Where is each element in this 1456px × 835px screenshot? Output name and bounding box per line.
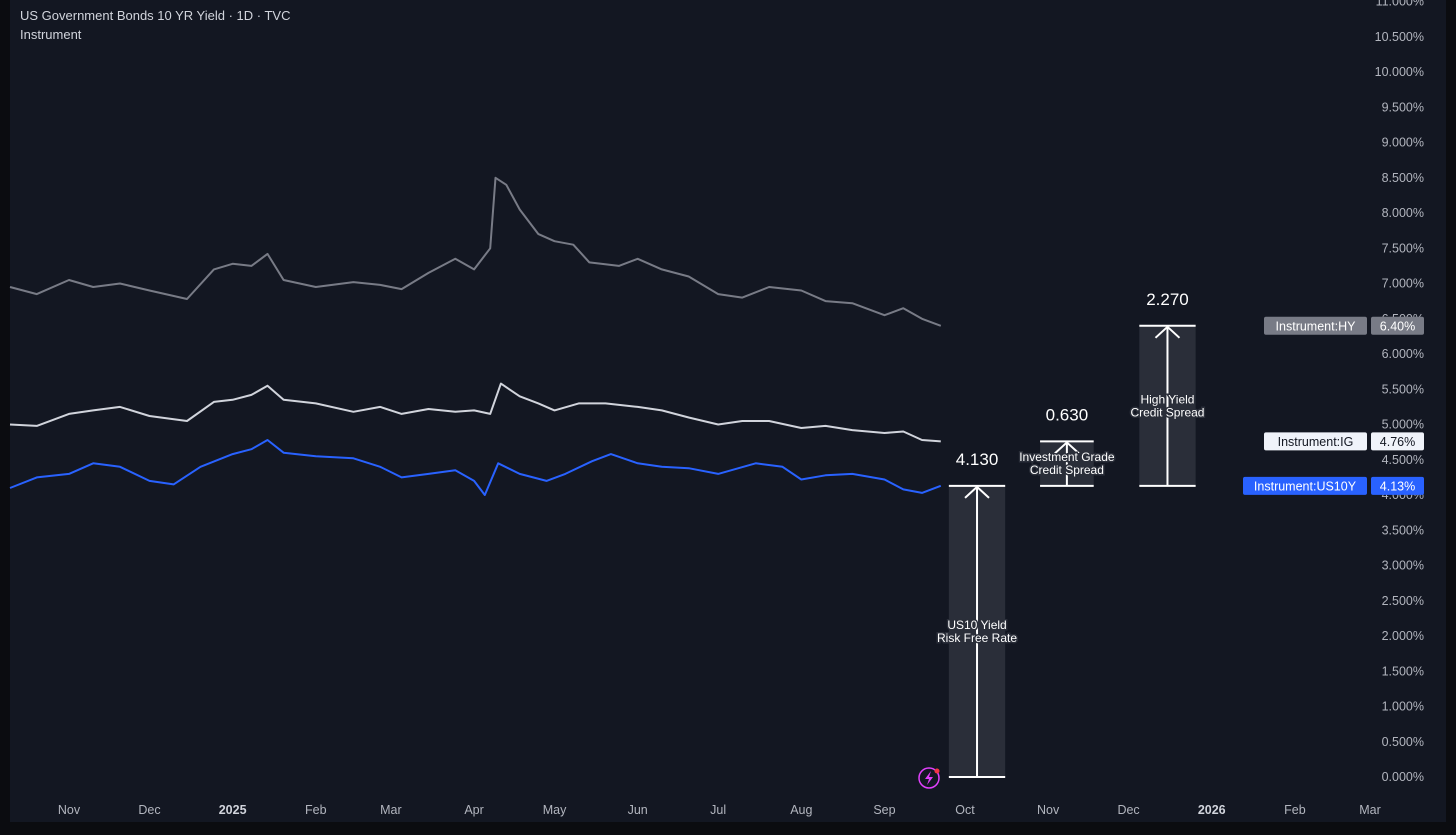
badge-name: Instrument:US10Y	[1254, 479, 1357, 493]
y-tick-label: 0.500%	[1382, 735, 1424, 749]
lightning-icon[interactable]	[918, 767, 940, 789]
badge-value: 4.13%	[1380, 479, 1415, 493]
y-tick-label: 11.000%	[1376, 0, 1424, 9]
badge-name-bg	[1264, 432, 1367, 451]
y-tick-label: 10.000%	[1375, 65, 1424, 79]
badge-ig: Instrument:IG 4.76%	[1264, 432, 1424, 451]
badge-value-bg	[1371, 316, 1424, 335]
x-tick-label: Jul	[710, 803, 726, 817]
y-tick-label: 10.500%	[1375, 30, 1424, 44]
x-tick-label: Aug	[790, 803, 812, 817]
y-tick-label: 3.000%	[1382, 559, 1424, 573]
series-line-ig[interactable]	[9, 382, 941, 443]
x-tick-label: Nov	[1037, 803, 1060, 817]
plot-background	[10, 0, 1446, 822]
badge-name-bg	[1243, 476, 1367, 495]
spread-bar-caption: Risk Free Rate	[937, 631, 1017, 645]
x-tick-label: Feb	[305, 803, 327, 817]
spread-bar-caption: Credit Spread	[1030, 463, 1104, 477]
y-tick-label: 5.000%	[1382, 418, 1424, 432]
y-tick-label: 0.000%	[1382, 770, 1424, 784]
chart-title: US Government Bonds 10 YR Yield · 1D · T…	[20, 8, 290, 23]
badge-value: 4.76%	[1380, 435, 1415, 449]
y-tick-label: 6.000%	[1382, 347, 1424, 361]
x-tick-label: Dec	[138, 803, 160, 817]
x-tick-label: May	[543, 803, 567, 817]
x-tick-label: 2025	[219, 803, 247, 817]
y-tick-label: 1.500%	[1382, 664, 1424, 678]
y-tick-label: 7.500%	[1382, 241, 1424, 255]
spread-bar-arrow-head	[964, 485, 990, 499]
series-layer	[9, 176, 942, 496]
spread-bar-caption: US10 Yield	[947, 618, 1006, 632]
x-tick-label: Oct	[955, 803, 975, 817]
badge-value-bg	[1371, 432, 1424, 451]
x-tick-label: Dec	[1117, 803, 1139, 817]
badge-name: Instrument:IG	[1278, 435, 1354, 449]
badge-value: 6.40%	[1380, 319, 1415, 333]
y-axis: 0.000% 0.500% 1.000% 1.500% 2.000% 2.500% 3.00…	[1375, 0, 1424, 784]
badge-name: Instrument:HY	[1276, 319, 1357, 333]
spread-bar-caption: Credit Spread	[1130, 405, 1204, 419]
y-tick-label: 5.500%	[1382, 382, 1424, 396]
y-tick-label: 2.500%	[1382, 594, 1424, 608]
x-tick-label: Apr	[464, 803, 483, 817]
badge-hy: Instrument:HY 6.40%	[1264, 316, 1424, 335]
spread-bar-value: 2.270	[1146, 290, 1189, 309]
x-tick-label: Mar	[380, 803, 402, 817]
spread-bar-arrow-head	[1154, 325, 1181, 339]
badge-name-bg	[1264, 316, 1367, 335]
badge-value-bg	[1371, 476, 1424, 495]
chart-subtitle: Instrument	[20, 27, 82, 42]
y-tick-label: 4.500%	[1382, 453, 1424, 467]
badge-us10y: Instrument:US10Y 4.13%	[1243, 476, 1424, 495]
x-tick-label: Mar	[1359, 803, 1381, 817]
series-line-us10y[interactable]	[9, 439, 942, 496]
y-tick-label: 2.000%	[1382, 629, 1424, 643]
y-tick-label: 3.500%	[1382, 523, 1424, 537]
spread-bar-arrow-head	[1054, 441, 1080, 455]
x-tick-label: Nov	[58, 803, 81, 817]
spread-bar-value: 0.630	[1046, 405, 1089, 424]
spread-bar-caption: High Yield	[1140, 392, 1194, 406]
y-tick-label: 7.000%	[1382, 277, 1424, 291]
y-tick-label: 8.000%	[1382, 206, 1424, 220]
spread-bar-value: 4.130	[956, 450, 999, 469]
spread-bar-caption: Investment Grade	[1019, 450, 1115, 464]
x-tick-label: 2026	[1198, 803, 1226, 817]
last-value-badges: Instrument:HY 6.40%Instrument:IG 4.76%Inst…	[1243, 316, 1424, 495]
y-tick-label: 8.500%	[1382, 171, 1424, 185]
y-tick-label: 9.000%	[1382, 136, 1424, 150]
y-tick-label: 9.500%	[1382, 100, 1424, 114]
x-tick-label: Sep	[873, 803, 895, 817]
x-tick-label: Jun	[628, 803, 648, 817]
series-line-hy[interactable]	[9, 176, 942, 327]
x-axis: Nov Dec 2025 Feb Mar Apr May Jun Jul Aug Sep Oct Nov…	[58, 803, 1381, 817]
x-tick-label: Feb	[1284, 803, 1306, 817]
y-tick-label: 1.000%	[1382, 700, 1424, 714]
